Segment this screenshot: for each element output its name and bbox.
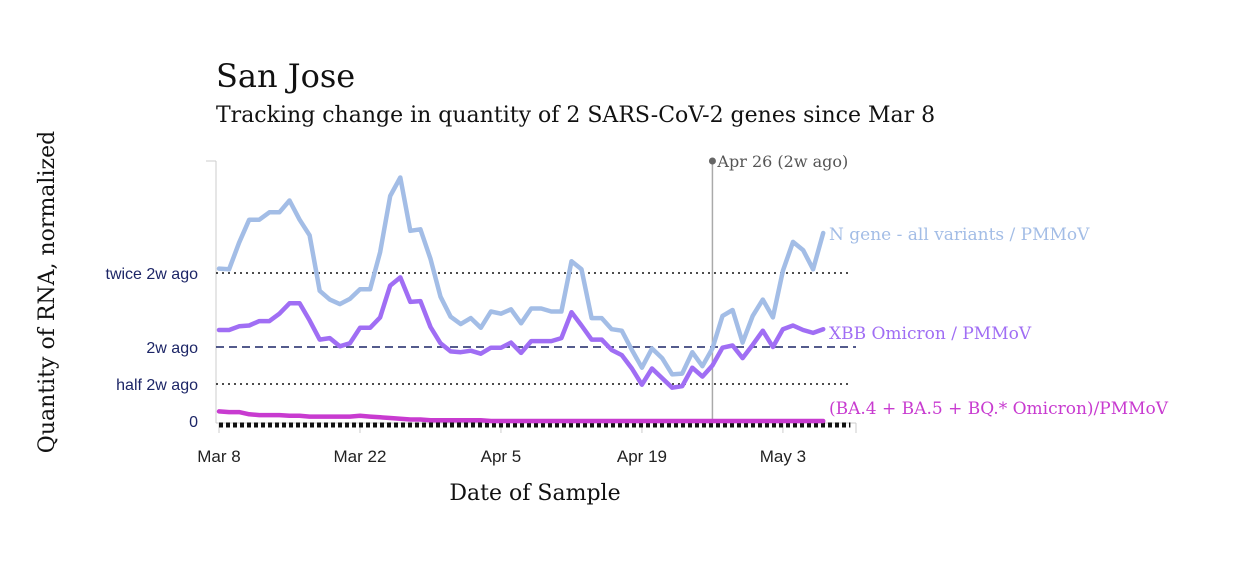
y-tick-label: half 2w ago <box>116 377 198 394</box>
x-tick-label: Apr 19 <box>617 447 667 466</box>
chart-subtitle: Tracking change in quantity of 2 SARS-Co… <box>216 103 935 128</box>
series-label: N gene - all variants / PMMoV <box>829 225 1090 245</box>
y-tick-label: 0 <box>189 414 198 431</box>
series-line <box>216 175 826 377</box>
y-tick-label: twice 2w ago <box>106 266 199 283</box>
y-tick-label: 2w ago <box>146 340 198 357</box>
x-tick-label: Apr 5 <box>481 447 522 466</box>
y-axis-label: Quantity of RNA, normalized <box>35 131 60 453</box>
plot-area: 0 half 2w ago 2w ago twice 2w ago Mar 8 Mar 2… <box>106 152 1169 466</box>
chart-title: San Jose <box>216 57 355 95</box>
x-tick-label: Mar 8 <box>197 447 240 466</box>
series-line <box>216 409 826 424</box>
x-tick-label: Mar 22 <box>334 447 387 466</box>
reference-marker-label: Apr 26 (2w ago) <box>716 152 848 171</box>
x-tick-label: May 3 <box>760 447 806 466</box>
series-line <box>216 275 826 390</box>
x-axis-label: Date of Sample <box>449 481 620 506</box>
series-label: (BA.4 + BA.5 + BQ.* Omicron)/PMMoV <box>829 399 1169 419</box>
reference-marker-dot <box>708 157 716 165</box>
series-label: XBB Omicron / PMMoV <box>829 324 1032 344</box>
